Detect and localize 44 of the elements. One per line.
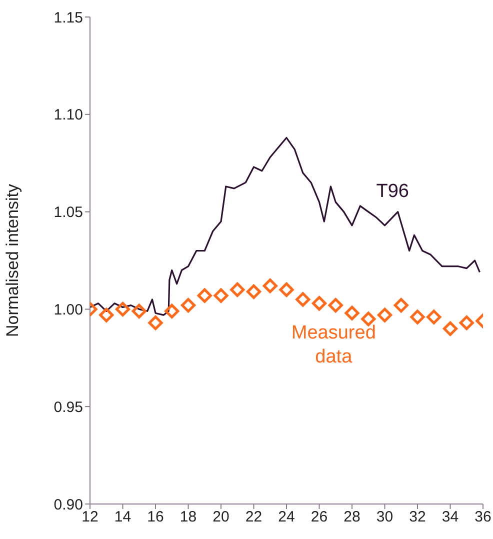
point <box>279 282 294 298</box>
series-label: T96 <box>376 181 409 202</box>
x-tick-label: 16 <box>147 508 164 526</box>
point <box>197 288 212 303</box>
x-tick-label: 34 <box>442 508 459 526</box>
x-tick-label: 32 <box>409 508 426 526</box>
point <box>230 282 245 298</box>
x-tick-label: 12 <box>82 508 98 526</box>
point <box>246 284 262 299</box>
y-tick-label: 1.00 <box>54 302 83 319</box>
point <box>344 306 360 320</box>
point <box>442 321 458 336</box>
x-tick-label: 14 <box>114 508 132 526</box>
y-tick-label: 1.05 <box>54 204 83 222</box>
x-tick-label: 22 <box>245 508 262 526</box>
point <box>328 298 343 313</box>
x-tick-label: 24 <box>278 508 295 526</box>
y-tick-label: 0.95 <box>54 398 83 416</box>
x-tick-label: 36 <box>474 508 492 526</box>
x-tick-label: 18 <box>180 508 197 526</box>
point <box>164 304 180 318</box>
point <box>410 310 425 324</box>
y-tick-label: 0.90 <box>54 496 83 514</box>
series-label: Measured data <box>291 322 376 368</box>
x-tick-label: 28 <box>344 508 360 526</box>
point <box>296 292 310 307</box>
x-tick-label: 20 <box>212 508 230 526</box>
point <box>132 304 146 318</box>
y-axis-title: Normalised intensity <box>3 183 22 338</box>
point <box>214 288 228 303</box>
point <box>180 298 196 313</box>
point <box>262 278 278 294</box>
point <box>115 302 130 316</box>
point <box>148 316 163 330</box>
point <box>426 310 442 324</box>
point <box>377 308 392 322</box>
point <box>99 308 114 322</box>
point <box>312 296 327 311</box>
x-tick-label: 26 <box>310 508 328 526</box>
y-tick-label: 1.15 <box>54 9 83 26</box>
x-tick-label: 30 <box>376 508 394 526</box>
point <box>394 298 408 313</box>
y-tick-label: 1.10 <box>54 106 83 124</box>
point <box>459 316 474 330</box>
